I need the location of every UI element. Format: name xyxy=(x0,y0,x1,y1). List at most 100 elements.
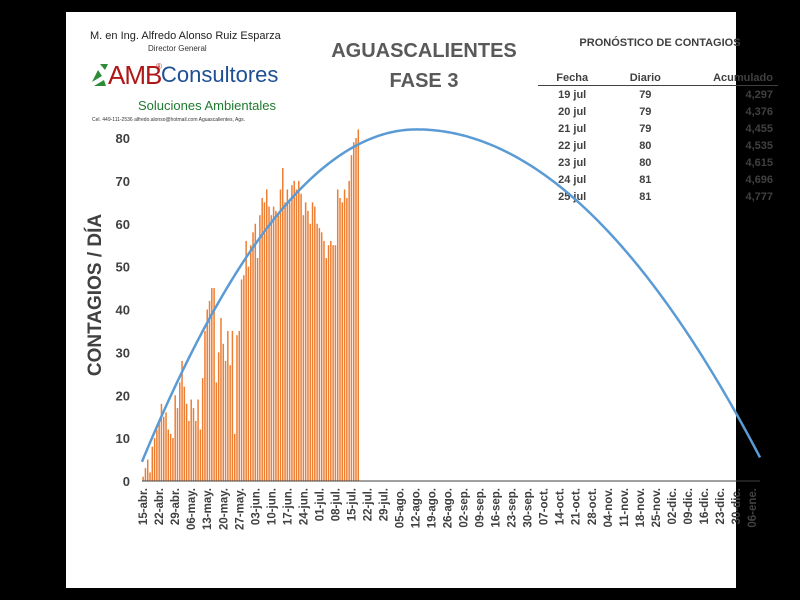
bar xyxy=(149,472,151,481)
trend-curve xyxy=(140,128,762,463)
table-row: 22 jul 80 4,535 xyxy=(538,137,778,154)
forecast-daily: 79 xyxy=(639,105,652,118)
bar xyxy=(236,335,238,481)
forecast-daily: 81 xyxy=(639,173,652,186)
bar xyxy=(249,245,252,481)
bar xyxy=(208,300,211,481)
logo-amb-text: AMB xyxy=(108,60,162,90)
y-tick-label: 70 xyxy=(116,174,130,189)
bar xyxy=(183,386,186,481)
bar xyxy=(275,210,277,481)
bar xyxy=(190,399,192,481)
x-tick-label: 13-may. xyxy=(202,488,214,530)
logo-tagline: Soluciones Ambientales xyxy=(138,98,277,113)
bar xyxy=(268,206,270,481)
bar xyxy=(247,266,250,481)
forecast-date: 21 jul xyxy=(558,122,587,135)
forecast-daily: 79 xyxy=(639,88,652,101)
forecast-cumulative: 4,535 xyxy=(745,139,773,152)
forecast-header-row: Fecha Diario Acumulado xyxy=(538,70,778,86)
forecast-header-date: Fecha xyxy=(538,70,607,86)
forecast-date: 24 jul xyxy=(558,173,587,186)
bar xyxy=(229,365,231,481)
x-tick-label: 30-dic. xyxy=(731,488,743,524)
bar xyxy=(197,399,199,481)
forecast-cumulative: 4,376 xyxy=(745,105,773,118)
bar xyxy=(293,180,295,481)
bar xyxy=(156,429,158,481)
bar xyxy=(144,468,147,481)
x-tick-label: 20-may. xyxy=(218,488,230,530)
forecast-date: 22 jul xyxy=(558,139,587,152)
bar xyxy=(172,438,174,481)
x-tick-label: 18-nov. xyxy=(635,488,647,527)
x-tick-label: 25-nov. xyxy=(651,488,663,527)
bar xyxy=(309,223,311,481)
y-tick-label: 0 xyxy=(123,474,130,489)
x-tick-label: 16-sep. xyxy=(491,488,503,528)
forecast-header-cumulative: Acumulado xyxy=(684,70,778,86)
forecast-cumulative: 4,455 xyxy=(745,122,773,135)
forecast-cumulative: 4,696 xyxy=(745,173,773,186)
bar xyxy=(311,202,314,481)
bar xyxy=(279,189,282,481)
bar xyxy=(174,395,176,481)
forecast-date: 23 jul xyxy=(558,156,587,169)
bar xyxy=(357,129,360,482)
bar xyxy=(169,433,172,481)
forecast-table: Fecha Diario Acumulado 19 jul 79 4,297 2… xyxy=(538,70,778,205)
table-row: 20 jul 79 4,376 xyxy=(538,103,778,120)
bar xyxy=(211,288,213,481)
forecast-header-daily: Diario xyxy=(606,70,685,86)
bar xyxy=(286,189,289,481)
bar xyxy=(238,330,241,481)
bar xyxy=(181,360,183,481)
bar xyxy=(204,330,206,481)
bar xyxy=(314,206,316,481)
x-tick-label: 16-dic. xyxy=(699,488,711,524)
bar xyxy=(179,382,181,481)
bar xyxy=(163,416,165,481)
bar xyxy=(243,275,245,481)
bar xyxy=(199,429,202,481)
bar xyxy=(233,433,236,481)
x-tick-label: 09-sep. xyxy=(475,488,487,528)
bar xyxy=(334,245,337,481)
x-tick-label: 10-jun. xyxy=(266,488,278,525)
bar xyxy=(336,189,339,481)
bar xyxy=(277,215,279,482)
y-tick-label: 20 xyxy=(116,388,130,403)
bar xyxy=(195,420,197,481)
x-tick-label: 03-jun. xyxy=(250,488,262,525)
bar xyxy=(252,232,254,481)
forecast-cumulative: 4,777 xyxy=(745,190,773,203)
forecast-title: PRONÓSTICO DE CONTAGIOS xyxy=(579,37,741,49)
bar xyxy=(266,189,268,481)
bar xyxy=(291,185,293,481)
x-tick-label: 23-dic. xyxy=(715,488,727,524)
x-tick-label: 06-ene. xyxy=(747,488,759,528)
x-tick-label: 09-dic. xyxy=(683,488,695,524)
y-tick-label: 50 xyxy=(116,260,130,275)
forecast-daily: 80 xyxy=(639,156,652,169)
bar xyxy=(320,232,323,481)
bar xyxy=(270,215,273,482)
bar xyxy=(343,189,346,481)
author-name: M. en Ing. Alfredo Alonso Ruiz Esparza xyxy=(90,30,281,42)
bar xyxy=(348,180,350,481)
x-tick-label: 14-oct. xyxy=(555,488,567,525)
bar xyxy=(282,168,284,481)
bar xyxy=(153,438,156,481)
table-row: 24 jul 81 4,696 xyxy=(538,171,778,188)
daily-cases-bars xyxy=(142,129,360,482)
y-axis-ticks: 0 10 20 30 40 50 60 70 80 xyxy=(116,131,130,489)
x-tick-label: 08-jul. xyxy=(330,488,342,521)
x-tick-label: 24-jun. xyxy=(298,488,310,525)
x-tick-label: 17-jun. xyxy=(282,488,294,525)
x-tick-label: 12-ago. xyxy=(411,488,423,528)
recycle-icon xyxy=(92,64,108,86)
bar xyxy=(256,258,259,481)
table-row: 21 jul 79 4,455 xyxy=(538,120,778,137)
bar xyxy=(240,279,243,481)
forecast-cumulative: 4,297 xyxy=(745,88,773,101)
